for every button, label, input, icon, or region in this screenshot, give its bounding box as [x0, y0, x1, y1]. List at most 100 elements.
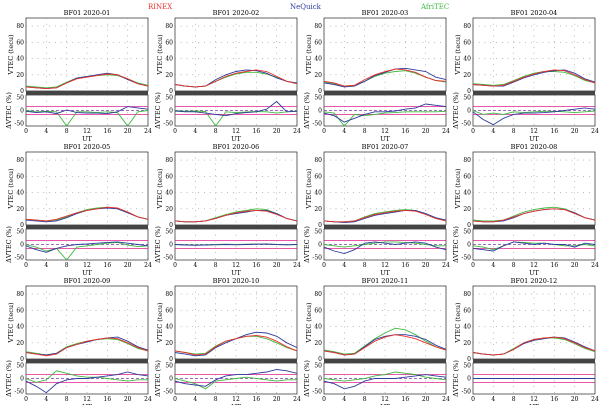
x-tick-label: 24 [144, 128, 152, 135]
series-line-afritec [175, 376, 297, 390]
y-tick-label: 60 [165, 173, 173, 180]
x-axis-label: UT [529, 135, 539, 143]
vtec-series [175, 208, 297, 223]
vtec-frame [472, 285, 596, 360]
y-tick-label: 0 [169, 242, 173, 249]
y-tick-label: 80 [463, 291, 471, 298]
vtec-series [324, 209, 446, 224]
y-tick-label: 60 [16, 307, 24, 314]
series-line-nequick [26, 336, 148, 356]
y-tick-label: 0 [20, 376, 24, 383]
panel-separator [26, 359, 148, 363]
x-tick-label: 0 [24, 396, 28, 403]
y-tick-label: 80 [165, 291, 173, 298]
series-line-rinex [26, 337, 148, 357]
y-tick-label: -50 [14, 388, 24, 395]
x-tick-label: 12 [83, 396, 91, 403]
x-tick-label: 12 [232, 128, 240, 135]
series-line-nequick [175, 69, 297, 88]
vtec-series [473, 69, 595, 87]
y-tick-label: 40 [314, 324, 322, 331]
vtec-series [26, 336, 148, 357]
vtec-frame [174, 17, 298, 92]
y-tick-label: 60 [463, 307, 471, 314]
x-tick-label: 8 [65, 262, 69, 269]
x-tick-label: 0 [173, 128, 177, 135]
x-tick-label: 16 [551, 262, 559, 269]
x-tick-label: 4 [44, 262, 48, 269]
y-tick-label: 40 [463, 56, 471, 63]
x-tick-label: 8 [65, 396, 69, 403]
series-line-rinex [175, 335, 297, 356]
y-tick-label: 50 [16, 363, 24, 370]
x-tick-label: 20 [273, 128, 281, 135]
x-tick-label: 8 [214, 262, 218, 269]
y-tick-label: 80 [463, 23, 471, 30]
x-tick-label: 4 [491, 262, 495, 269]
y-tick-label: 40 [463, 324, 471, 331]
panel-12: BF01 2020-12020406080-5005004812162024UT… [452, 277, 599, 405]
y-tick-label: 50 [314, 95, 322, 102]
dvtec-series [473, 241, 595, 252]
x-tick-label: 0 [322, 128, 326, 135]
x-tick-label: 8 [363, 262, 367, 269]
x-tick-label: 8 [65, 128, 69, 135]
y-tick-label: 50 [165, 229, 173, 236]
y-tick-label: 60 [463, 39, 471, 46]
y-tick-label: 50 [16, 229, 24, 236]
series-line-nequick [324, 103, 446, 123]
legend-item-nequick: NeQuick [290, 3, 322, 11]
series-line-nequick [324, 67, 446, 88]
series-line-nequick [324, 209, 446, 224]
series-line-rinex [175, 209, 297, 223]
y-tick-label: 50 [314, 363, 322, 370]
y-tick-label: 0 [467, 222, 471, 229]
x-tick-label: 0 [173, 262, 177, 269]
y-axis-label-dvtec: ΔVTEC (%) [452, 226, 460, 263]
x-tick-label: 4 [193, 396, 197, 403]
series-line-nequick [26, 106, 148, 115]
vtec-series [473, 206, 595, 223]
series-line-nequick [175, 369, 297, 387]
x-tick-label: 24 [591, 262, 599, 269]
panel-title: BF01 2020-08 [511, 143, 558, 151]
x-tick-label: 16 [104, 262, 112, 269]
y-tick-label: 0 [467, 242, 471, 249]
panel-separator [473, 91, 595, 95]
series-line-rinex [324, 68, 446, 87]
y-tick-label: 40 [463, 190, 471, 197]
x-tick-label: 24 [442, 128, 450, 135]
y-tick-label: 60 [314, 39, 322, 46]
y-tick-label: 40 [16, 324, 24, 331]
panel-separator [324, 359, 446, 363]
series-line-afritec [175, 110, 297, 126]
y-axis-label-dvtec: ΔVTEC (%) [154, 360, 162, 397]
y-tick-label: 0 [318, 88, 322, 95]
x-tick-label: 20 [273, 396, 281, 403]
x-tick-label: 0 [173, 396, 177, 403]
x-tick-label: 4 [491, 128, 495, 135]
series-line-rinex [324, 334, 446, 356]
y-tick-label: 50 [314, 229, 322, 236]
y-axis-label-vtec: VTEC (tecu) [156, 168, 164, 210]
dvtec-series [324, 103, 446, 126]
y-tick-label: 60 [314, 307, 322, 314]
series-line-rinex [175, 69, 297, 88]
series-line-nequick [26, 371, 148, 394]
y-tick-label: 0 [169, 222, 173, 229]
x-tick-label: 8 [363, 396, 367, 403]
y-tick-label: 80 [463, 157, 471, 164]
y-tick-label: 60 [165, 39, 173, 46]
dvtec-series [175, 100, 297, 126]
panel-separator [26, 91, 148, 95]
x-axis-label: UT [529, 403, 539, 405]
y-axis-label-dvtec: ΔVTEC (%) [5, 92, 13, 129]
x-axis-label: UT [380, 403, 390, 405]
panel-title: BF01 2020-03 [362, 9, 409, 17]
x-tick-label: 20 [571, 262, 579, 269]
y-tick-label: 40 [314, 56, 322, 63]
